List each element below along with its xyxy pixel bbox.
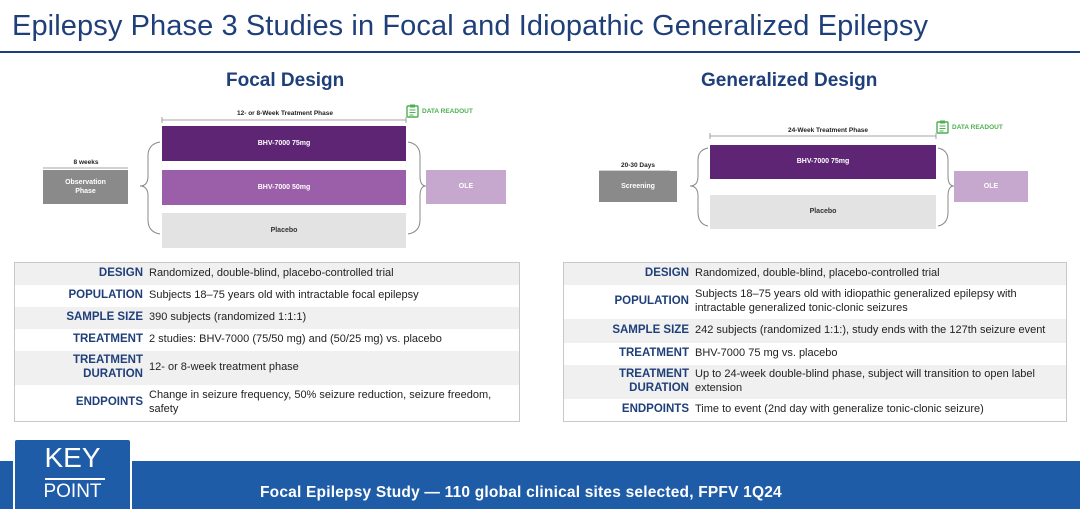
table-row: POPULATION Subjects 18–75 years old with… [15,285,519,307]
key-point-badge: KEY POINT [13,438,132,509]
row-label: ENDPOINTS [621,403,689,416]
key-point-text: Focal Epilepsy Study — 110 global clinic… [260,484,782,501]
table-row: DESIGN Randomized, double-blind, placebo… [564,263,1066,285]
row-label: POPULATION [614,295,689,308]
row-value: Randomized, double-blind, placebo-contro… [149,267,394,280]
focal-data-readout: DATA READOUT [406,104,473,118]
row-value: 2 studies: BHV-7000 (75/50 mg) and (50/2… [149,333,442,346]
key-point-bar [0,461,1080,509]
generalized-data-readout: DATA READOUT [936,120,1003,134]
table-row: TREATMENT BHV-7000 75 mg vs. placebo [564,343,1066,365]
row-value: Subjects 18–75 years old with intractabl… [149,289,419,302]
generalized-treatment-phase-label: 24-Week Treatment Phase [787,127,869,134]
row-label: DESIGN [98,267,143,280]
row-value: Randomized, double-blind, placebo-contro… [695,267,940,280]
page-title: Epilepsy Phase 3 Studies in Focal and Id… [12,10,929,42]
focal-ole: OLE [426,170,506,204]
row-value: 242 subjects (randomized 1:1:), study en… [695,324,1046,337]
row-label: SAMPLE SIZE [66,311,143,324]
generalized-heading: Generalized Design [701,70,878,91]
table-row: SAMPLE SIZE 242 subjects (randomized 1:1… [564,319,1066,343]
row-value: Subjects 18–75 years old with idiopathic… [695,288,1017,314]
row-label: SAMPLE SIZE [612,324,689,337]
focal-arm-75mg: BHV-7000 75mg [162,126,406,161]
generalized-design-table: DESIGN Randomized, double-blind, placebo… [563,262,1067,422]
generalized-ole: OLE [954,171,1028,202]
focal-data-readout-label: DATA READOUT [422,107,473,115]
clipboard-icon [406,104,419,118]
generalized-arm-75mg: BHV-7000 75mg [710,145,936,179]
row-value: BHV-7000 75 mg vs. placebo [695,347,838,360]
row-label: TREATMENT DURATION [618,368,689,394]
row-value: Time to event (2nd day with generalize t… [695,403,984,416]
key-point-badge-top: KEY [44,442,101,473]
focal-arm-placebo: Placebo [162,213,406,248]
row-label: TREATMENT [72,333,143,346]
key-point-badge-bottom: POINT [43,481,102,502]
generalized-screen-days: 20-30 Days [621,162,655,169]
generalized-screening-phase: Screening [599,171,677,202]
row-label: TREATMENT [618,347,689,360]
clipboard-icon [936,120,949,134]
row-label: ENDPOINTS [75,396,143,409]
focal-heading: Focal Design [226,70,345,91]
title-divider [0,51,1080,53]
table-row: SAMPLE SIZE 390 subjects (randomized 1:1… [15,307,519,329]
table-row: TREATMENT 2 studies: BHV-7000 (75/50 mg)… [15,329,519,351]
focal-connector-lines [43,117,427,235]
row-value: 390 subjects (randomized 1:1:1) [149,311,307,324]
row-label: TREATMENT DURATION [72,354,143,380]
table-row: DESIGN Randomized, double-blind, placebo… [15,263,519,285]
table-row: ENDPOINTS Time to event (2nd day with ge… [564,399,1066,421]
table-row: TREATMENT DURATION Up to 24-week double-… [564,365,1066,399]
focal-design-table: DESIGN Randomized, double-blind, placebo… [14,262,520,422]
focal-treatment-phase-label: 12- or 8-Week Treatment Phase [237,110,333,117]
row-value: 12- or 8-week treatment phase [149,361,299,374]
table-row: TREATMENT DURATION 12- or 8-week treatme… [15,351,519,385]
focal-observation-phase: Observation Phase [43,170,128,204]
focal-arm-50mg: BHV-7000 50mg [162,170,406,205]
row-value: Up to 24-week double-blind phase, subjec… [695,368,1035,394]
key-point-badge-divider [45,478,105,480]
generalized-data-readout-label: DATA READOUT [952,123,1003,131]
focal-obs-weeks: 8 weeks [73,159,99,166]
row-value: Change in seizure frequency, 50% seizure… [149,389,492,415]
row-label: DESIGN [644,267,689,280]
generalized-arm-placebo: Placebo [710,195,936,229]
focal-observation-phase-label: Observation Phase [65,178,106,195]
row-label: POPULATION [68,289,143,302]
table-row: ENDPOINTS Change in seizure frequency, 5… [15,385,519,421]
table-row: POPULATION Subjects 18–75 years old with… [564,285,1066,319]
